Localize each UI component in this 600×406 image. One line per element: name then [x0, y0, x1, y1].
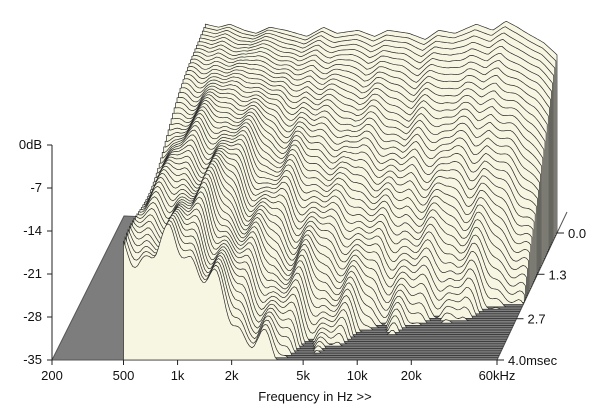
time-tick-label: 4.0msec — [508, 353, 558, 368]
frequency-tick-label: 500 — [113, 368, 135, 383]
x-axis-title: Frequency in Hz >> — [258, 389, 371, 404]
time-tick-label: 2.7 — [528, 312, 546, 327]
level-tick-label: -21 — [23, 266, 42, 281]
time-tick-label: 0.0 — [568, 226, 586, 241]
frequency-axis: 200 500 1k 2k 5k 10k 20k 60kHz — [41, 360, 515, 383]
waterfall-surface — [123, 20, 558, 361]
frequency-tick-label: 5k — [296, 368, 310, 383]
level-tick-label: -35 — [23, 352, 42, 367]
frequency-tick-label: 1k — [171, 368, 185, 383]
time-tick-label: 1.3 — [549, 267, 567, 282]
frequency-tick-label: 10k — [347, 368, 368, 383]
frequency-tick-label: 20k — [401, 368, 422, 383]
frequency-tick-label: 2k — [225, 368, 239, 383]
level-axis: 0dB -7 -14 -21 -28 -35 — [19, 137, 53, 367]
frequency-tick-label: 200 — [41, 368, 63, 383]
time-slice — [123, 223, 498, 361]
level-tick-label: -7 — [30, 180, 42, 195]
frequency-tick-label: 60kHz — [479, 368, 516, 383]
level-tick-label: -28 — [23, 309, 42, 324]
floor-back-edge — [556, 211, 568, 234]
level-tick-label: 0dB — [19, 137, 42, 152]
time-axis: 0.0 1.3 2.7 4.0msec — [497, 226, 586, 368]
level-tick-label: -14 — [23, 223, 42, 238]
